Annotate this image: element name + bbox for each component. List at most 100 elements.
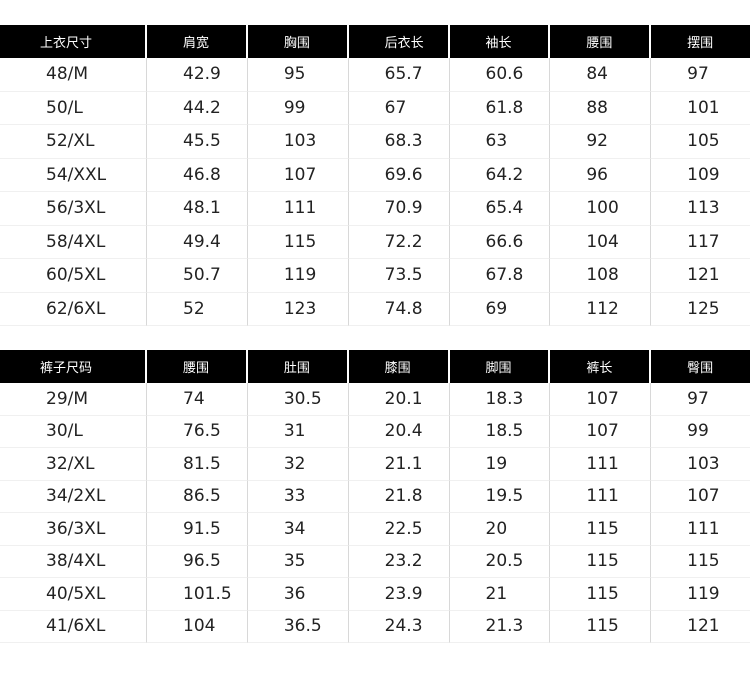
size-cell: 30/L bbox=[0, 415, 147, 448]
value-cell: 97 bbox=[651, 58, 750, 92]
value-cell: 103 bbox=[247, 125, 349, 159]
size-cell: 56/3XL bbox=[0, 192, 147, 226]
value-cell: 123 bbox=[247, 292, 349, 326]
value-cell: 32 bbox=[247, 448, 349, 481]
value-cell: 95 bbox=[247, 58, 349, 92]
value-cell: 18.3 bbox=[449, 383, 551, 416]
value-cell: 125 bbox=[651, 293, 750, 326]
value-cell: 107 bbox=[247, 158, 349, 192]
size-cell: 54/XXL bbox=[0, 158, 147, 192]
value-cell: 30.5 bbox=[247, 383, 349, 416]
value-cell: 88 bbox=[550, 91, 652, 125]
value-cell: 96 bbox=[550, 158, 652, 192]
size-cell: 62/6XL bbox=[0, 292, 147, 326]
value-cell: 50.7 bbox=[147, 259, 248, 293]
value-cell: 115 bbox=[247, 225, 349, 259]
value-cell: 119 bbox=[247, 259, 349, 293]
value-cell: 105 bbox=[651, 125, 750, 159]
value-cell: 21.8 bbox=[348, 480, 450, 513]
size-cell: 36/3XL bbox=[0, 513, 147, 546]
value-cell: 65.4 bbox=[449, 192, 551, 226]
value-cell: 67 bbox=[348, 91, 450, 125]
value-cell: 23.2 bbox=[348, 545, 450, 578]
value-cell: 22.5 bbox=[348, 513, 450, 546]
header-cell: 袖长 bbox=[449, 25, 549, 58]
header-cell: 后衣长 bbox=[348, 25, 448, 58]
value-cell: 96.5 bbox=[147, 545, 248, 578]
value-cell: 20.4 bbox=[348, 415, 450, 448]
value-cell: 70.9 bbox=[348, 192, 450, 226]
header-cell: 胸围 bbox=[247, 25, 347, 58]
value-cell: 45.5 bbox=[147, 125, 248, 159]
value-cell: 21 bbox=[449, 578, 551, 611]
bottom-size-table: 裤子尺码 腰围 肚围 膝围 脚围 裤长 臀围 29/M 74 30.5 20.1 18.3 107 97 3… bbox=[0, 350, 750, 643]
value-cell: 20.1 bbox=[348, 383, 450, 416]
value-cell: 74 bbox=[147, 383, 248, 416]
value-cell: 111 bbox=[247, 192, 349, 226]
size-cell: 29/M bbox=[0, 383, 147, 416]
value-cell: 24.3 bbox=[348, 610, 450, 643]
value-cell: 99 bbox=[651, 416, 750, 448]
value-cell: 61.8 bbox=[449, 91, 551, 125]
value-cell: 121 bbox=[651, 611, 750, 643]
value-cell: 76.5 bbox=[147, 415, 248, 448]
header-cell: 脚围 bbox=[449, 350, 549, 383]
value-cell: 115 bbox=[651, 546, 750, 578]
value-cell: 52 bbox=[147, 292, 248, 326]
value-cell: 60.6 bbox=[449, 58, 551, 92]
value-cell: 36.5 bbox=[247, 610, 349, 643]
value-cell: 121 bbox=[651, 259, 750, 293]
size-cell: 40/5XL bbox=[0, 578, 147, 611]
value-cell: 20 bbox=[449, 513, 551, 546]
value-cell: 107 bbox=[550, 383, 652, 416]
size-cell: 32/XL bbox=[0, 448, 147, 481]
value-cell: 91.5 bbox=[147, 513, 248, 546]
value-cell: 23.9 bbox=[348, 578, 450, 611]
value-cell: 46.8 bbox=[147, 158, 248, 192]
value-cell: 74.8 bbox=[348, 292, 450, 326]
top-size-table: 上衣尺寸 肩宽 胸围 后衣长 袖长 腰围 摆围 48/M 42.9 95 65.7 60.6 84 97 5… bbox=[0, 25, 750, 326]
value-cell: 21.3 bbox=[449, 610, 551, 643]
value-cell: 97 bbox=[651, 383, 750, 416]
value-cell: 107 bbox=[550, 415, 652, 448]
header-cell: 上衣尺寸 bbox=[0, 25, 145, 58]
value-cell: 44.2 bbox=[147, 91, 248, 125]
value-cell: 20.5 bbox=[449, 545, 551, 578]
value-cell: 107 bbox=[651, 481, 750, 513]
value-cell: 49.4 bbox=[147, 225, 248, 259]
value-cell: 21.1 bbox=[348, 448, 450, 481]
value-cell: 64.2 bbox=[449, 158, 551, 192]
size-cell: 52/XL bbox=[0, 125, 147, 159]
value-cell: 33 bbox=[247, 480, 349, 513]
value-cell: 72.2 bbox=[348, 225, 450, 259]
value-cell: 92 bbox=[550, 125, 652, 159]
value-cell: 63 bbox=[449, 125, 551, 159]
header-cell: 裤长 bbox=[550, 350, 650, 383]
value-cell: 65.7 bbox=[348, 58, 450, 92]
value-cell: 115 bbox=[550, 578, 652, 611]
value-cell: 111 bbox=[550, 480, 652, 513]
value-cell: 112 bbox=[550, 292, 652, 326]
header-cell: 臀围 bbox=[651, 350, 750, 383]
value-cell: 73.5 bbox=[348, 259, 450, 293]
value-cell: 115 bbox=[550, 610, 652, 643]
value-cell: 19 bbox=[449, 448, 551, 481]
size-cell: 60/5XL bbox=[0, 259, 147, 293]
value-cell: 115 bbox=[550, 513, 652, 546]
value-cell: 108 bbox=[550, 259, 652, 293]
header-cell: 腰围 bbox=[147, 350, 246, 383]
value-cell: 18.5 bbox=[449, 415, 551, 448]
value-cell: 66.6 bbox=[449, 225, 551, 259]
value-cell: 48.1 bbox=[147, 192, 248, 226]
value-cell: 68.3 bbox=[348, 125, 450, 159]
header-cell: 腰围 bbox=[550, 25, 650, 58]
size-cell: 50/L bbox=[0, 91, 147, 125]
value-cell: 101 bbox=[651, 92, 750, 125]
size-cell: 58/4XL bbox=[0, 225, 147, 259]
header-cell: 裤子尺码 bbox=[0, 350, 145, 383]
header-cell: 摆围 bbox=[651, 25, 750, 58]
value-cell: 109 bbox=[651, 159, 750, 192]
header-cell: 肩宽 bbox=[147, 25, 246, 58]
value-cell: 104 bbox=[550, 225, 652, 259]
